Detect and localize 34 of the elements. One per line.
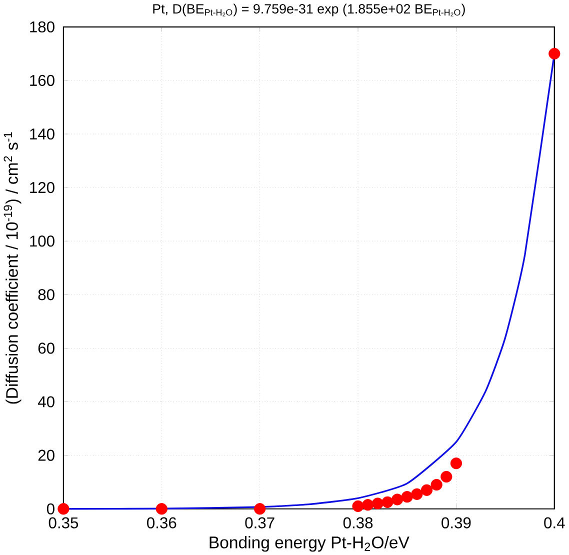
y-tick-label: 0	[46, 503, 54, 514]
point	[391, 493, 404, 506]
point	[156, 502, 168, 514]
point	[420, 484, 433, 496]
x-tick-label: 0.37	[245, 517, 274, 528]
y-tick-label: 120	[30, 182, 54, 193]
point	[411, 488, 423, 500]
point	[254, 502, 266, 514]
point	[401, 490, 413, 502]
y-tick-label: 40	[38, 396, 54, 408]
y-tick-label: 180	[30, 21, 54, 32]
point	[382, 496, 394, 508]
y-tick-label: 100	[30, 235, 54, 246]
y-tick-label: 80	[38, 288, 54, 300]
x-tick-label: 0.38	[343, 517, 373, 528]
x-tick-label: 0.35	[48, 517, 78, 528]
x-axis-title: Bonding energy Pt-H$_{2}$O/eV	[210, 536, 410, 552]
point	[440, 470, 452, 482]
point	[548, 48, 560, 60]
x-tick-label: 0.4	[544, 517, 565, 528]
y-axis-title: (Diffusion coefficient / 10$^{-19}$) / cm$^{2}$ s$^{-1}$	[4, 132, 22, 404]
x-tick-label: 0.39	[442, 517, 471, 528]
chart-title: Pt, D(BE$_{Pt-H₂O}$) = 9.759e-31 exp (1.855e+02 BE$_{Pt-H₂O}$)	[153, 4, 465, 16]
x-tick-label: 0.36	[147, 517, 176, 528]
point	[352, 500, 364, 512]
y-tick-label: 20	[38, 450, 54, 461]
y-tick-label: 60	[38, 342, 54, 354]
point	[58, 502, 70, 514]
point	[450, 457, 462, 469]
y-tick-label: 140	[30, 128, 54, 140]
point	[430, 478, 442, 490]
point	[372, 498, 384, 510]
y-tick-label: 160	[30, 74, 54, 86]
point	[362, 498, 374, 510]
